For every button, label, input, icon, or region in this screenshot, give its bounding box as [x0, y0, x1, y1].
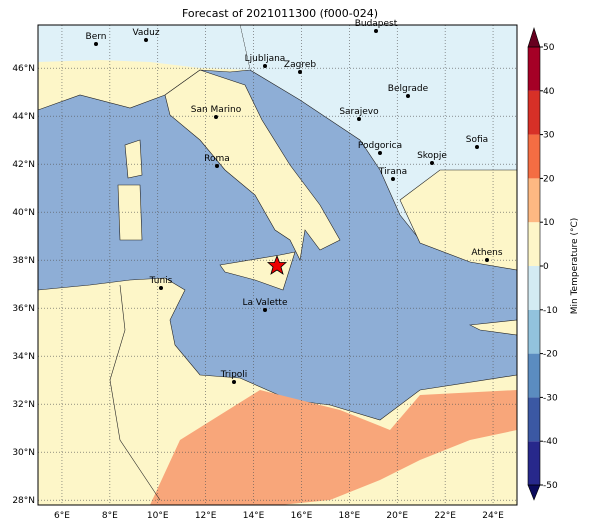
target-star — [266, 254, 288, 275]
city-dot — [374, 29, 378, 33]
colorbar-bin — [528, 309, 540, 354]
city-dot — [94, 42, 98, 46]
x-tick-label: 22°E — [434, 511, 456, 521]
colorbar-bin — [528, 266, 540, 310]
city-label: Budapest — [355, 19, 398, 29]
colorbar: -50 -40 -30 -20 -10 0 10 20 30 40 50 — [527, 27, 558, 501]
city-label: Athens — [471, 248, 502, 258]
y-tick-label: 40°N — [12, 208, 35, 218]
map-frame — [37, 24, 518, 506]
colorbar-bin — [528, 47, 540, 91]
colorbar-bin — [528, 441, 540, 485]
y-tick-label: 44°N — [12, 112, 35, 122]
warm-zone — [150, 390, 517, 505]
city-dot — [406, 94, 410, 98]
city-dot — [391, 177, 395, 181]
colorbar-tick-label: -10 — [543, 306, 558, 316]
city-label: Roma — [204, 154, 230, 164]
colorbar-bin — [528, 90, 540, 135]
sardinia — [117, 184, 143, 241]
y-tick-label: 38°N — [12, 256, 35, 266]
colorbar-tick-label: -50 — [543, 481, 558, 491]
city-label: San Marino — [191, 105, 242, 115]
colorbar-bin — [528, 353, 540, 398]
city-label: Belgrade — [388, 84, 429, 94]
x-tick-label: 14°E — [243, 511, 265, 521]
city-label: Vaduz — [132, 28, 159, 38]
colorbar-tick-label: 20 — [543, 174, 555, 184]
city-label: Zagreb — [284, 60, 316, 70]
y-tick-label: 28°N — [12, 496, 35, 506]
x-tick-label: 10°E — [147, 511, 169, 521]
city-dot — [263, 64, 267, 68]
alps — [38, 25, 250, 70]
colorbar-tick-label: -30 — [543, 393, 558, 403]
x-tick-label: 16°E — [291, 511, 313, 521]
colorbar-over — [527, 27, 541, 48]
city-label: Sofia — [466, 135, 488, 145]
x-tick-label: 18°E — [339, 511, 361, 521]
city-dot — [214, 115, 218, 119]
city-dot — [215, 164, 219, 168]
colorbar-label: Min Temperature (°C) — [570, 218, 580, 315]
city-label: Ljubljana — [245, 54, 286, 64]
map-title: Forecast of 2021011300 (f000-024) — [182, 7, 378, 20]
city-label: Bern — [86, 32, 107, 42]
city-dot — [357, 117, 361, 121]
city-dot — [298, 70, 302, 74]
x-tick-label: 12°E — [195, 511, 217, 521]
colorbar-bin — [528, 178, 540, 223]
y-tick-label: 30°N — [12, 448, 35, 458]
city-dot — [263, 308, 267, 312]
city-label: Podgorica — [358, 141, 402, 151]
colorbar-tick-label: 40 — [543, 87, 555, 97]
grid: 6°E 8°E 10°E 12°E 14°E 16°E 18°E 20°E 22°E 24°E 28… — [12, 25, 517, 521]
city-dot — [159, 286, 163, 290]
colorbar-bin — [528, 222, 540, 266]
city-label: Tirana — [378, 167, 407, 177]
y-tick-label: 46°N — [12, 64, 35, 74]
city-dot — [475, 145, 479, 149]
city-dot — [485, 258, 489, 262]
y-tick-label: 36°N — [12, 304, 35, 314]
colorbar-bin — [528, 397, 540, 442]
colorbar-under — [527, 484, 541, 501]
city-dot — [232, 380, 236, 384]
city-label: Tripoli — [220, 370, 248, 380]
city-label: La Valette — [243, 298, 288, 308]
y-tick-label: 42°N — [12, 160, 35, 170]
colorbar-tick-label: 30 — [543, 131, 555, 141]
city-label: Tunis — [149, 276, 173, 286]
corsica — [124, 139, 143, 179]
y-tick-label: 34°N — [12, 352, 35, 362]
colorbar-tick-label: -20 — [543, 350, 558, 360]
city-dot — [144, 38, 148, 42]
colorbar-tick-label: 50 — [543, 43, 555, 53]
x-tick-label: 6°E — [54, 511, 70, 521]
x-tick-label: 24°E — [482, 511, 504, 521]
y-tick-label: 32°N — [12, 400, 35, 410]
colorbar-tick-label: 10 — [543, 218, 555, 228]
colorbar-bin — [528, 134, 540, 179]
x-tick-label: 20°E — [386, 511, 408, 521]
city-label: Sarajevo — [339, 107, 379, 117]
city-label: Skopje — [417, 151, 447, 161]
colorbar-tick-label: -40 — [543, 437, 558, 447]
city-dot — [430, 161, 434, 165]
colorbar-tick-label: 0 — [543, 262, 549, 272]
city-dot — [378, 151, 382, 155]
x-tick-label: 8°E — [102, 511, 118, 521]
